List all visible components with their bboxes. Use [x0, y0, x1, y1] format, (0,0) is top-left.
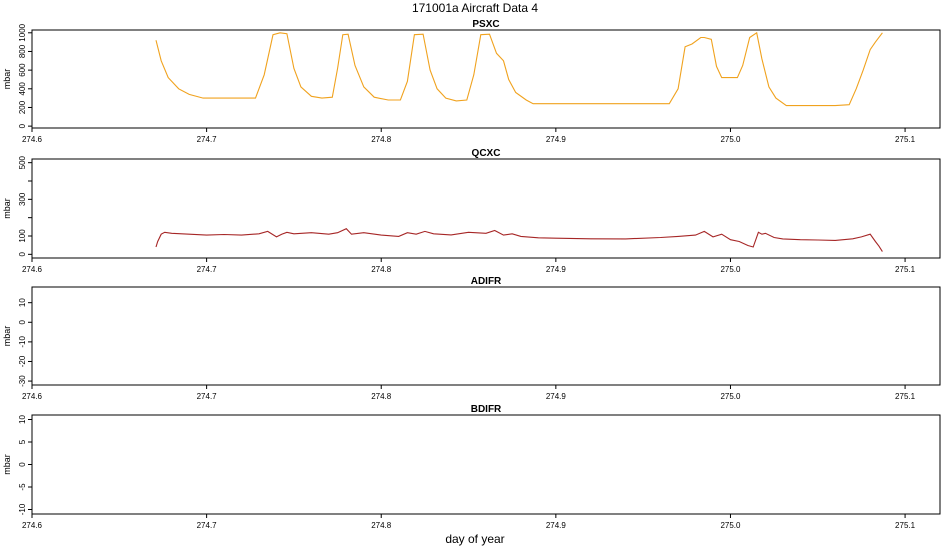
- panel-adifr: ADIFR 274.6 274.7 274.8 274.9 275.0 275.1 -30 -2…: [2, 276, 941, 401]
- x-tick-label: 274.8: [371, 135, 392, 144]
- y-axis-label: mbar: [2, 326, 12, 347]
- plot-frame: [31, 29, 941, 129]
- x-tick-label: 275.0: [720, 135, 741, 144]
- x-tick-label: 275.0: [720, 265, 741, 274]
- figure-title: 171001a Aircraft Data 4: [412, 1, 538, 15]
- y-tick-label: 200: [18, 100, 27, 114]
- series-line-psxc: [155, 31, 883, 107]
- y-axis-label: mbar: [2, 198, 12, 219]
- x-tick-label: 274.7: [197, 265, 218, 274]
- plot-frame: [31, 414, 941, 515]
- x-tick-label: 274.7: [197, 135, 218, 144]
- x-tick-label: 274.8: [371, 265, 392, 274]
- x-tick-label: 274.6: [22, 265, 43, 274]
- plot-frame: [31, 286, 941, 386]
- x-tick-label: 274.7: [197, 521, 218, 530]
- x-tick-label: 274.9: [546, 265, 567, 274]
- y-tick-label: 400: [18, 82, 27, 96]
- plot-frame: [31, 158, 941, 259]
- x-tick-label: 274.8: [371, 392, 392, 401]
- y-tick-label: -30: [18, 375, 27, 387]
- panel-title: PSXC: [472, 19, 499, 30]
- y-tick-label: 0: [18, 252, 27, 257]
- x-tick-label: 274.9: [546, 392, 567, 401]
- y-tick-label: 0: [18, 123, 27, 128]
- y-tick-label: 600: [18, 63, 27, 77]
- y-tick-label: -5: [18, 483, 27, 491]
- panel-title: ADIFR: [471, 276, 502, 287]
- x-tick-label: 274.8: [371, 521, 392, 530]
- panel-title: QCXC: [472, 148, 501, 159]
- x-tick-label: 274.6: [22, 392, 43, 401]
- x-tick-label: 275.1: [895, 265, 916, 274]
- y-axis-label: mbar: [2, 69, 12, 90]
- y-tick-label: 10: [18, 298, 27, 307]
- y-tick-label: 10: [18, 415, 27, 424]
- y-tick-label: 500: [18, 155, 27, 169]
- x-tick-label: 275.0: [720, 392, 741, 401]
- y-tick-label: -10: [18, 503, 27, 515]
- x-tick-label: 274.6: [22, 135, 43, 144]
- x-tick-label: 275.1: [895, 135, 916, 144]
- panel-bdifr: BDIFR 274.6 274.7 274.8 274.9 275.0 275.1 -10 -5…: [2, 404, 941, 530]
- panel-title: BDIFR: [471, 404, 502, 415]
- y-tick-label: 100: [18, 229, 27, 243]
- y-tick-label: 300: [18, 192, 27, 206]
- y-tick-label: 800: [18, 44, 27, 58]
- x-tick-label: 275.1: [895, 521, 916, 530]
- x-tick-label: 274.9: [546, 521, 567, 530]
- panel-psxc: PSXC 274.6 274.7 274.8 274.9 275.0 275.1 0 200 40…: [2, 19, 941, 144]
- panel-qcxc: QCXC 274.6 274.7 274.8 274.9 275.0 275.1 0 100 30…: [2, 148, 941, 274]
- y-tick-label: 0: [18, 320, 27, 325]
- x-tick-label: 275.1: [895, 392, 916, 401]
- panels: PSXC 274.6 274.7 274.8 274.9 275.0 275.1 0 200 40…: [2, 19, 941, 530]
- y-tick-label: 1000: [18, 23, 27, 41]
- x-axis-label: day of year: [445, 532, 504, 546]
- series-line-qcxc: [155, 228, 883, 252]
- y-tick-label: 5: [18, 439, 27, 444]
- y-tick-label: -10: [18, 336, 27, 348]
- x-tick-label: 274.6: [22, 521, 43, 530]
- x-tick-label: 275.0: [720, 521, 741, 530]
- y-axis-label: mbar: [2, 454, 12, 475]
- y-tick-label: 0: [18, 462, 27, 467]
- y-tick-label: -20: [18, 355, 27, 367]
- x-tick-label: 274.7: [197, 392, 218, 401]
- x-tick-label: 274.9: [546, 135, 567, 144]
